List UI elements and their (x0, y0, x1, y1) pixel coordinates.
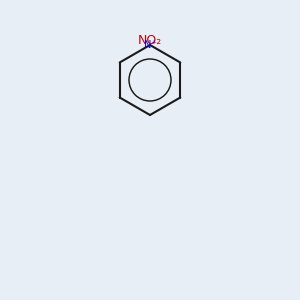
Text: N⁺: N⁺ (144, 40, 156, 50)
Text: NO₂: NO₂ (138, 34, 162, 46)
